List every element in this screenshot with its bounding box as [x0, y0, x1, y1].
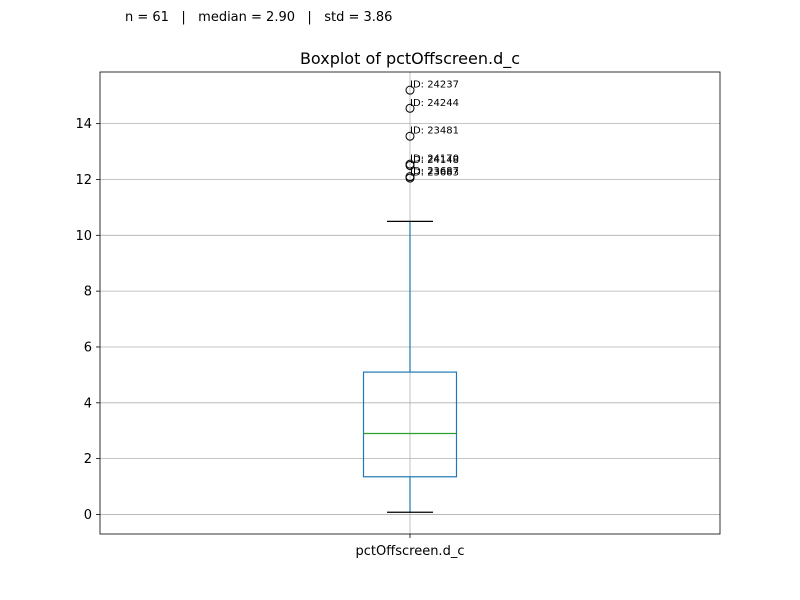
stat-std: std = 3.86: [324, 10, 393, 25]
stat-n: n = 61: [125, 10, 169, 25]
outlier-point: [405, 161, 415, 171]
outlier-label: ID: 23687: [410, 166, 459, 177]
chart-title: Boxplot of pctOffscreen.d_c: [300, 49, 520, 69]
outlier-point: [405, 85, 415, 95]
y-tick-label: 0: [84, 508, 92, 523]
outlier-point: [405, 131, 415, 141]
outlier-point: [405, 173, 415, 183]
outlier-label: ID: 23683: [410, 168, 459, 179]
stat-separator: |: [307, 10, 312, 25]
stat-separator: |: [181, 10, 186, 25]
y-tick-label: 6: [84, 340, 92, 355]
outlier-point: [405, 103, 415, 113]
outlier-label: ID: 24170: [410, 154, 459, 165]
outlier-label: ID: 24148: [410, 155, 459, 166]
y-tick-label: 12: [75, 173, 92, 188]
axes: 0 2 4 6 8 10 12 14 pctOffscreen.d_c: [75, 71, 721, 559]
outlier-label: ID: 24237: [410, 80, 459, 91]
y-tick-label: 8: [84, 285, 92, 300]
outlier-label: ID: 24244: [410, 98, 459, 109]
stat-median: median = 2.90: [198, 10, 295, 25]
y-tick-label: 10: [75, 229, 92, 244]
y-tick-label: 2: [84, 452, 92, 467]
iqr-box: [362, 371, 458, 478]
y-tick-label: 4: [84, 396, 92, 411]
summary-stats: n = 61 | median = 2.90 | std = 3.86: [125, 10, 392, 25]
outlier-label: ID: 23481: [410, 126, 459, 137]
x-tick-label: pctOffscreen.d_c: [356, 544, 465, 559]
y-tick-label: 14: [75, 117, 92, 132]
